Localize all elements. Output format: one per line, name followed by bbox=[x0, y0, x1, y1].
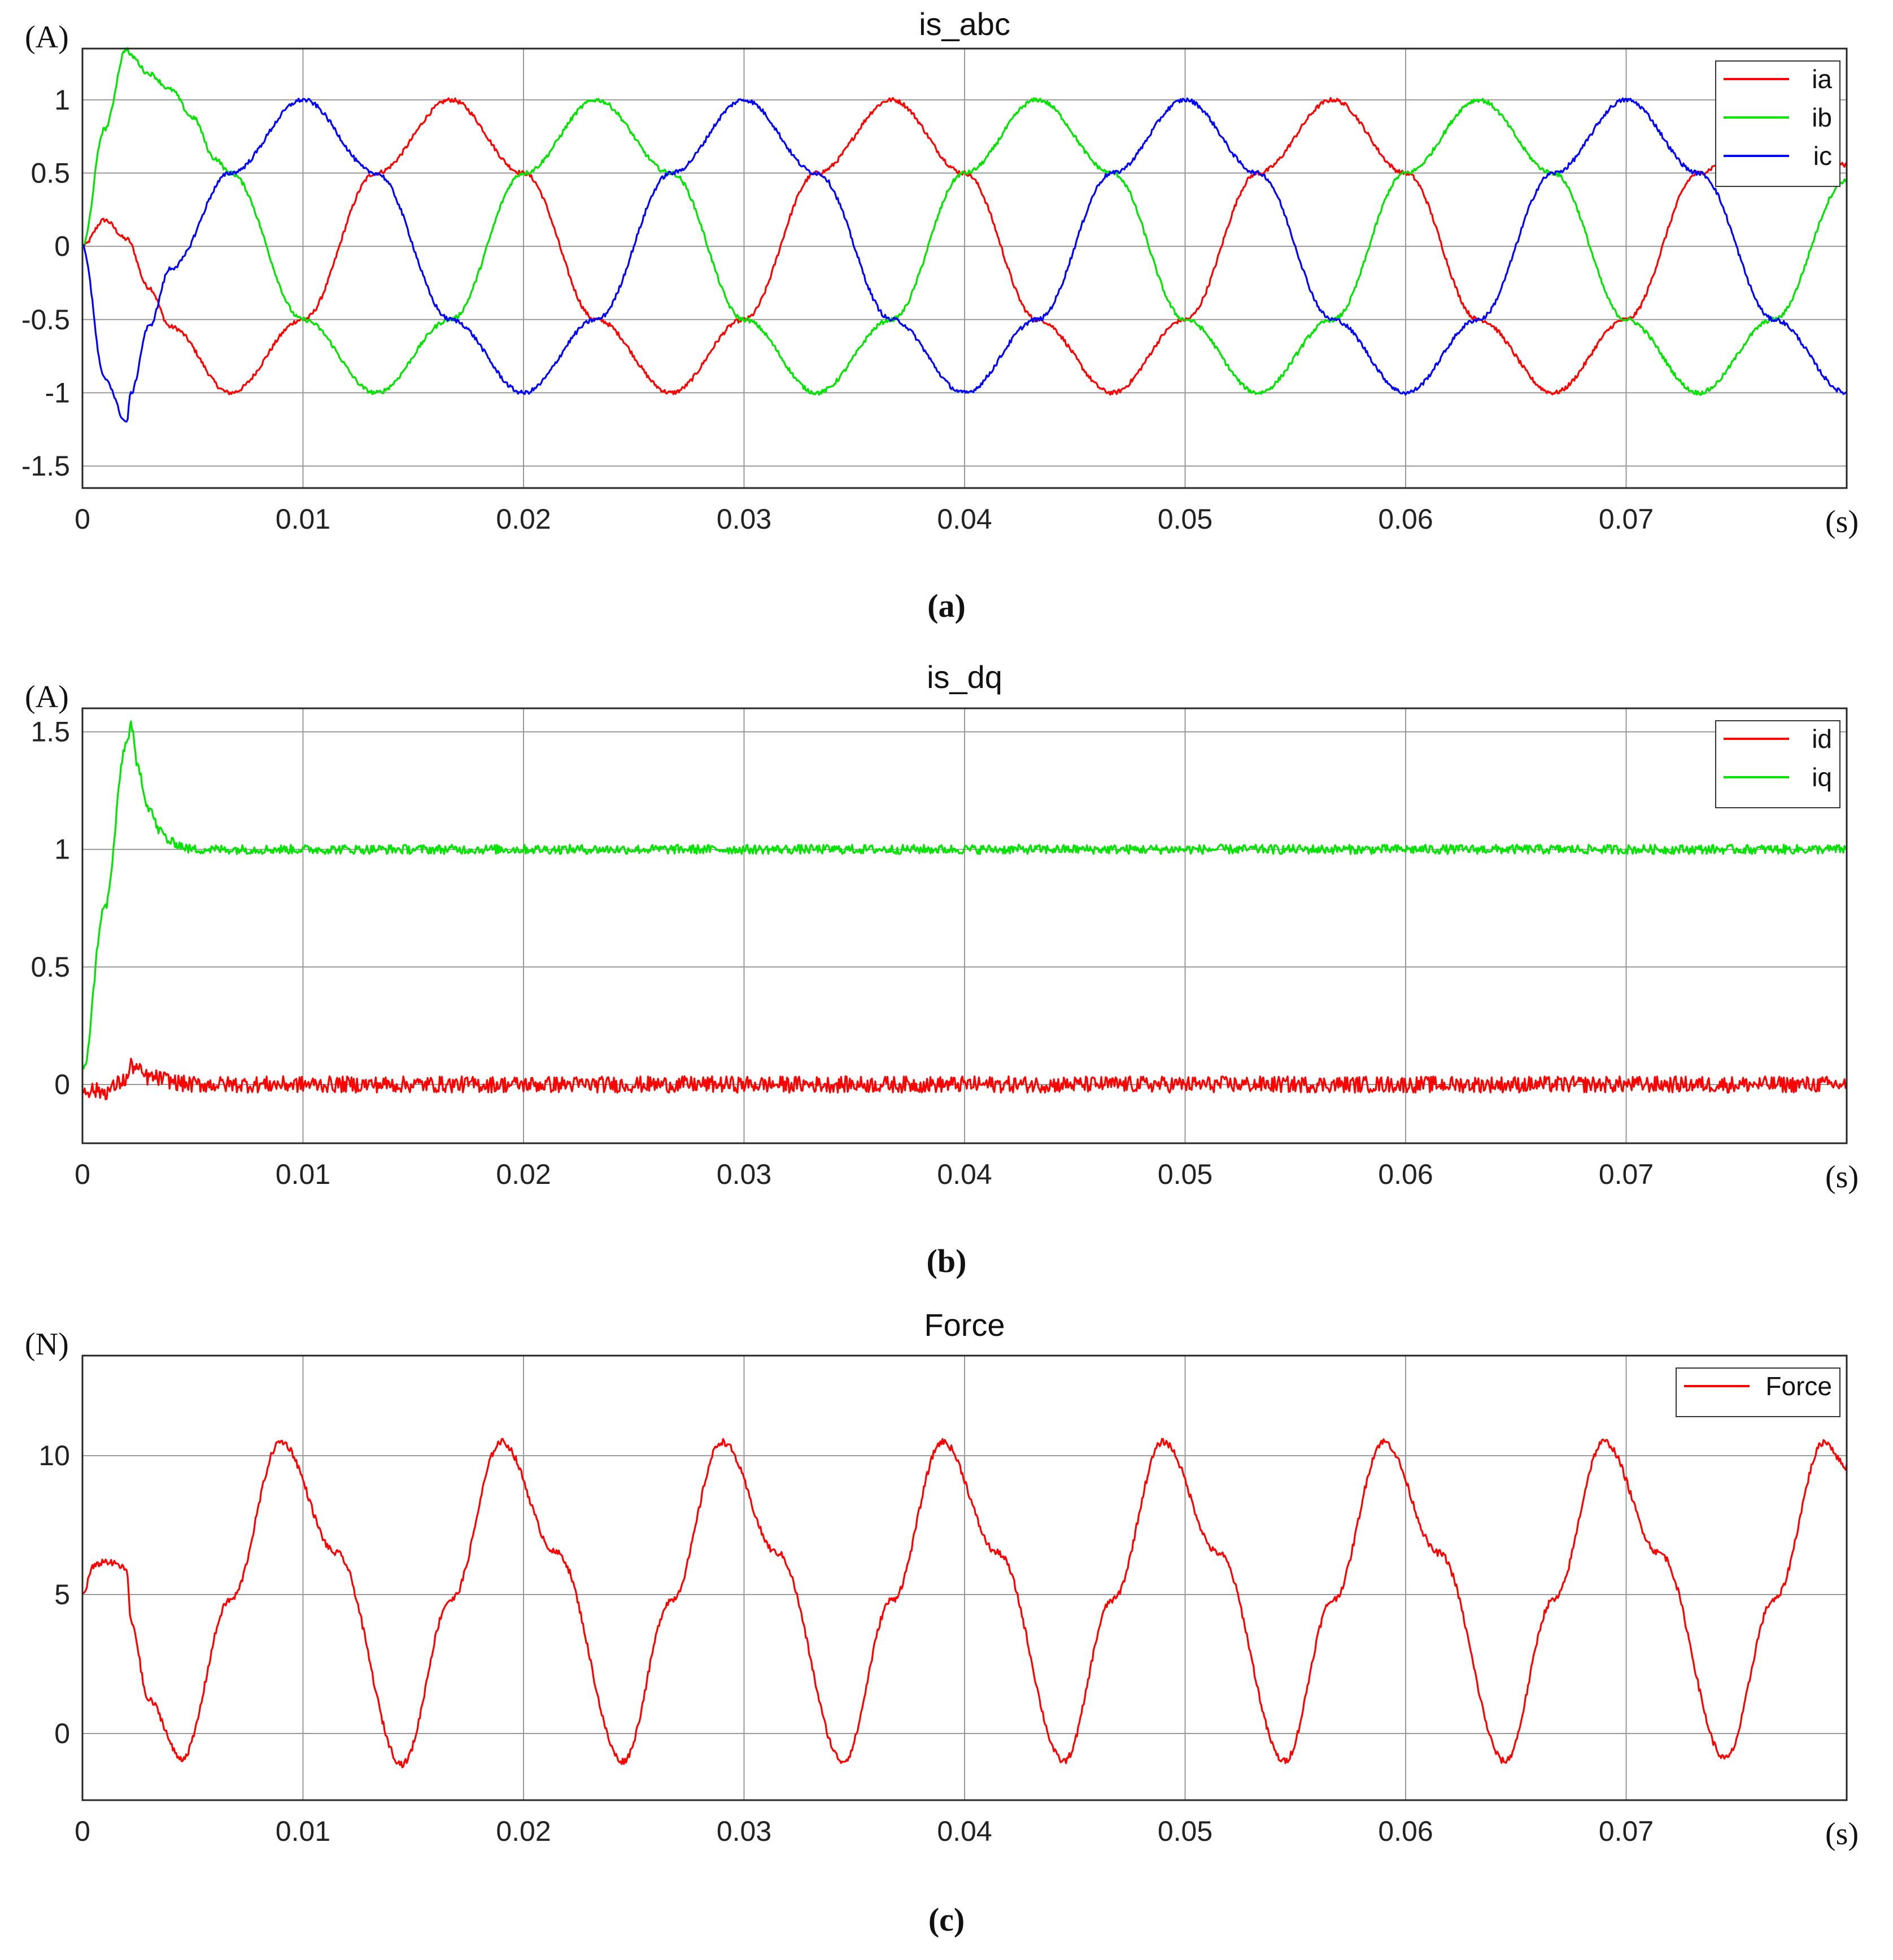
series-layer bbox=[81, 1438, 1848, 1769]
chart-title: is_dq bbox=[927, 659, 1002, 695]
y-tick-label: 10 bbox=[38, 1440, 70, 1471]
y-axis-unit: (A) bbox=[25, 680, 69, 715]
x-tick-label: 0.07 bbox=[1599, 1815, 1654, 1847]
y-tick-label: 0.5 bbox=[30, 951, 70, 983]
panel-b: 0 0.01 0.02 0.03 0.04 0.05 0.06 0.07 0 0.5 1 1.5 i… bbox=[25, 659, 1859, 1279]
y-tick-label: 0 bbox=[54, 1069, 70, 1100]
axes-frame bbox=[81, 1354, 1848, 1801]
legend: ia ib ic bbox=[1715, 60, 1840, 187]
grid-lines bbox=[82, 49, 1847, 488]
x-tick-label: 0.05 bbox=[1158, 503, 1212, 535]
x-tick-label: 0.06 bbox=[1378, 1815, 1433, 1847]
chart-title: Force bbox=[924, 1307, 1005, 1343]
y-tick-labels: 0 5 10 bbox=[38, 1440, 70, 1749]
y-tick-label: 0.5 bbox=[30, 157, 70, 189]
x-tick-labels: 0 0.01 0.02 0.03 0.04 0.05 0.06 0.07 bbox=[75, 503, 1654, 535]
y-tick-label: -1.5 bbox=[21, 450, 70, 482]
x-tick-label: 0.07 bbox=[1599, 1158, 1654, 1190]
legend-label: ib bbox=[1812, 103, 1832, 132]
y-axis-unit: (A) bbox=[25, 20, 69, 55]
y-tick-label: -1 bbox=[45, 377, 70, 408]
x-tick-label: 0.03 bbox=[717, 1158, 771, 1190]
x-tick-label: 0.02 bbox=[496, 1158, 551, 1190]
y-tick-label: 0 bbox=[54, 230, 70, 262]
legend: id iq bbox=[1715, 720, 1840, 808]
x-tick-label: 0 bbox=[75, 503, 90, 535]
series-line-Force bbox=[81, 1438, 1848, 1769]
x-tick-labels: 0 0.01 0.02 0.03 0.04 0.05 0.06 0.07 bbox=[75, 1158, 1654, 1190]
y-tick-label: 1.5 bbox=[30, 716, 70, 748]
x-tick-label: 0.01 bbox=[276, 503, 330, 535]
x-tick-labels: 0 0.01 0.02 0.03 0.04 0.05 0.06 0.07 bbox=[75, 1815, 1654, 1847]
series-line-id bbox=[81, 1057, 1848, 1100]
x-tick-label: 0.04 bbox=[937, 503, 992, 535]
y-axis-unit: (N) bbox=[25, 1327, 69, 1362]
legend-box bbox=[1715, 720, 1840, 808]
x-tick-label: 0.02 bbox=[496, 503, 551, 535]
legend-box bbox=[1676, 1367, 1840, 1417]
series-line-iq bbox=[82, 720, 1848, 1070]
legend-label: Force bbox=[1765, 1371, 1832, 1401]
panel-caption: (a) bbox=[927, 587, 966, 624]
y-tick-label: 0 bbox=[54, 1718, 70, 1749]
x-tick-label: 0.04 bbox=[937, 1815, 992, 1847]
legend-label: id bbox=[1812, 724, 1832, 753]
x-tick-label: 0 bbox=[75, 1815, 90, 1847]
x-tick-label: 0.01 bbox=[276, 1815, 330, 1847]
series-line-ic bbox=[82, 97, 1847, 423]
axes-frame bbox=[81, 707, 1848, 1144]
y-tick-labels: -1.5 -1 -0.5 0 0.5 1 bbox=[21, 84, 70, 482]
series-layer bbox=[81, 720, 1848, 1100]
grid-lines bbox=[82, 1356, 1847, 1800]
x-tick-label: 0.06 bbox=[1378, 503, 1433, 535]
x-tick-label: 0.05 bbox=[1158, 1158, 1212, 1190]
x-axis-unit: (s) bbox=[1825, 504, 1859, 539]
x-tick-label: 0.02 bbox=[496, 1815, 551, 1847]
x-tick-label: 0.05 bbox=[1158, 1815, 1212, 1847]
panel-c: 0 0.01 0.02 0.03 0.04 0.05 0.06 0.07 0 5 10 Force… bbox=[25, 1307, 1859, 1938]
x-tick-label: 0.01 bbox=[276, 1158, 330, 1190]
x-axis-unit: (s) bbox=[1825, 1160, 1859, 1195]
panel-caption: (c) bbox=[928, 1901, 965, 1938]
y-tick-label: 5 bbox=[54, 1579, 70, 1610]
panel-a: 0 0.01 0.02 0.03 0.04 0.05 0.06 0.07 -1.5 -1 -0.5… bbox=[21, 6, 1859, 624]
legend-label: ic bbox=[1813, 141, 1832, 171]
panel-caption: (b) bbox=[927, 1243, 967, 1279]
legend-label: ia bbox=[1812, 64, 1832, 94]
x-tick-label: 0.06 bbox=[1378, 1158, 1433, 1190]
axes-frame bbox=[81, 47, 1848, 489]
y-tick-labels: 0 0.5 1 1.5 bbox=[30, 716, 70, 1100]
y-tick-label: 1 bbox=[54, 834, 70, 865]
x-tick-label: 0.03 bbox=[717, 1815, 771, 1847]
x-tick-label: 0.07 bbox=[1599, 503, 1654, 535]
x-tick-label: 0 bbox=[75, 1158, 90, 1190]
legend-box bbox=[1715, 60, 1840, 187]
series-layer bbox=[81, 47, 1848, 423]
x-axis-unit: (s) bbox=[1825, 1817, 1859, 1852]
legend-label: iq bbox=[1812, 763, 1832, 792]
legend: Force bbox=[1676, 1367, 1840, 1417]
x-tick-label: 0.04 bbox=[937, 1158, 992, 1190]
y-tick-label: -0.5 bbox=[21, 304, 70, 336]
x-tick-label: 0.03 bbox=[717, 503, 771, 535]
y-tick-label: 1 bbox=[54, 84, 70, 116]
chart-title: is_abc bbox=[919, 6, 1010, 42]
